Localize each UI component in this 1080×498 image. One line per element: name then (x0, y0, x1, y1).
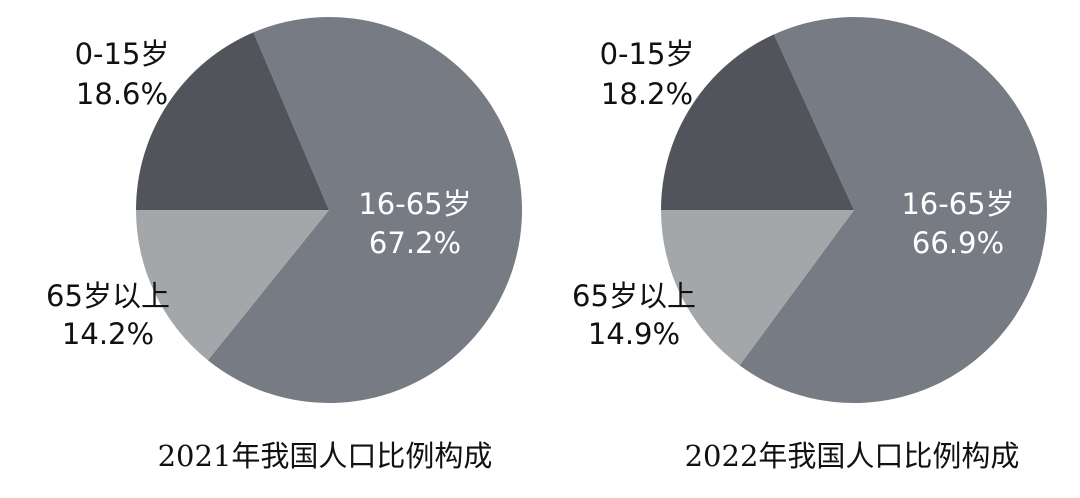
slice-name-label-65-plus: 65岁以上 (572, 279, 696, 313)
slice-name-label-0-15: 0-15岁 (600, 37, 695, 71)
pie-slice-0-15 (661, 34, 854, 210)
chart-title-2022: 2022年我国人口比例构成 (685, 439, 1020, 473)
slice-value-label-65-plus: 14.2% (62, 317, 154, 351)
pie-slice-16-65 (207, 16, 523, 403)
pie-slice-16-65 (739, 16, 1048, 403)
slice-name-label-65-plus: 65岁以上 (46, 279, 170, 313)
pie-chart-2021: 0-15岁 18.6% 16-65岁 67.2% 65岁以上 14.2% (46, 16, 523, 403)
slice-value-label-16-65: 66.9% (912, 226, 1004, 260)
pie-chart-2022: 0-15岁 18.2% 16-65岁 66.9% 65岁以上 14.9% (572, 16, 1048, 403)
slice-value-label-0-15: 18.2% (601, 77, 693, 111)
slice-name-label-16-65: 16-65岁 (901, 187, 1014, 221)
pie-slice-0-15 (136, 32, 329, 211)
chart-title-2021: 2021年我国人口比例构成 (158, 439, 493, 473)
slice-value-label-16-65: 67.2% (369, 226, 461, 260)
pie-slice-65-plus (661, 210, 854, 366)
slice-name-label-16-65: 16-65岁 (358, 187, 471, 221)
pie-slice-65-plus (136, 210, 329, 361)
slice-name-label-0-15: 0-15岁 (75, 37, 170, 71)
slice-value-label-65-plus: 14.9% (588, 317, 680, 351)
slice-value-label-0-15: 18.6% (76, 77, 168, 111)
